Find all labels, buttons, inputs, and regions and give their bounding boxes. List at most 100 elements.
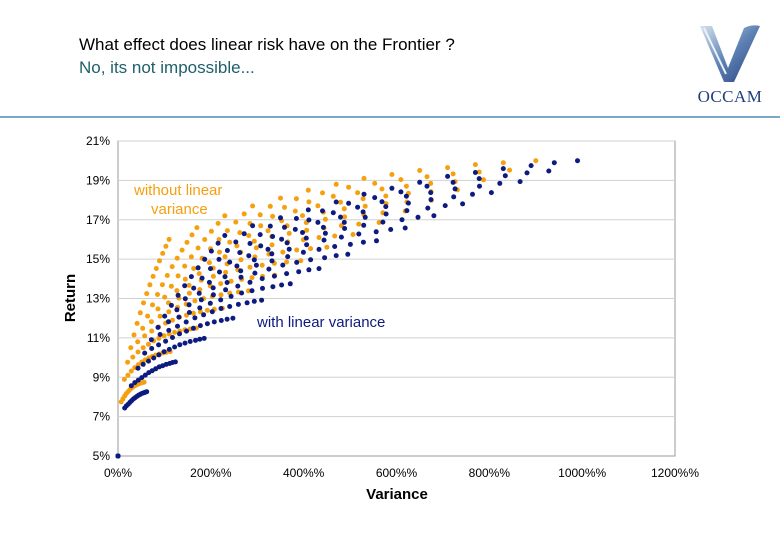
data-point xyxy=(252,270,258,276)
data-point xyxy=(303,235,309,241)
data-point xyxy=(166,236,172,242)
data-point xyxy=(170,335,175,340)
data-point xyxy=(175,273,181,279)
data-point xyxy=(442,203,448,209)
data-point xyxy=(360,239,366,245)
data-point xyxy=(424,174,430,180)
data-point xyxy=(150,302,155,308)
data-point xyxy=(372,195,378,201)
data-point xyxy=(405,200,411,206)
data-point xyxy=(223,287,229,293)
data-point xyxy=(342,214,348,220)
data-point xyxy=(300,213,305,219)
data-point xyxy=(222,233,228,238)
y-tick-label: 21% xyxy=(86,134,110,148)
annotation-without-line1: without linear xyxy=(133,182,222,199)
data-point xyxy=(194,225,200,231)
data-point xyxy=(253,245,259,251)
y-tick-label: 19% xyxy=(86,173,110,187)
data-point xyxy=(286,230,292,236)
data-point xyxy=(282,204,287,210)
data-point xyxy=(346,200,352,206)
data-point xyxy=(182,276,188,282)
data-point xyxy=(191,266,197,271)
data-point xyxy=(210,292,216,298)
data-point xyxy=(190,310,196,316)
data-point xyxy=(403,193,409,199)
data-point xyxy=(128,345,134,351)
data-point xyxy=(246,233,252,239)
x-tick-label: 800%% xyxy=(469,466,511,480)
data-point xyxy=(285,254,291,260)
data-point xyxy=(356,231,362,237)
logo-v-mark xyxy=(700,25,760,82)
data-point xyxy=(155,292,160,297)
data-point xyxy=(121,376,127,382)
data-point xyxy=(174,307,180,313)
data-point xyxy=(347,241,353,247)
data-point xyxy=(383,204,389,210)
data-point xyxy=(144,291,150,297)
data-point xyxy=(316,235,322,240)
logo-text: OCCAM xyxy=(698,87,763,106)
data-point xyxy=(218,318,224,323)
data-point xyxy=(215,240,221,246)
data-point xyxy=(241,211,247,217)
x-tick-label: 0%% xyxy=(104,466,132,480)
data-point xyxy=(259,297,265,303)
data-point xyxy=(294,247,300,253)
page-subtitle: No, its not impossible... xyxy=(79,58,255,77)
data-point xyxy=(182,296,188,302)
data-point xyxy=(204,307,210,313)
data-point xyxy=(166,327,172,333)
annotation-without-line2: variance xyxy=(151,201,208,218)
data-point xyxy=(163,243,169,249)
data-point xyxy=(142,350,148,356)
data-point xyxy=(202,256,208,262)
data-point xyxy=(249,275,255,281)
data-point xyxy=(198,297,204,303)
data-point xyxy=(445,165,451,171)
data-point xyxy=(148,337,154,343)
data-point xyxy=(517,179,523,185)
data-point xyxy=(259,276,265,282)
data-point xyxy=(166,346,172,352)
data-point xyxy=(298,258,304,264)
data-point xyxy=(135,339,141,345)
data-point xyxy=(238,257,244,263)
data-point xyxy=(308,257,314,263)
data-point xyxy=(175,292,181,298)
data-point xyxy=(239,290,245,296)
data-point xyxy=(151,355,157,361)
x-tick-label: 1000%% xyxy=(558,466,606,480)
data-point xyxy=(270,213,276,219)
data-point xyxy=(208,266,213,272)
data-point xyxy=(140,361,146,367)
data-point xyxy=(292,208,298,214)
data-point xyxy=(428,190,434,196)
data-point xyxy=(162,294,168,300)
data-point xyxy=(189,232,195,238)
data-point xyxy=(250,223,256,229)
data-point xyxy=(460,201,466,207)
data-point xyxy=(172,344,178,350)
data-point xyxy=(227,239,233,245)
data-point xyxy=(500,160,506,166)
data-point xyxy=(172,329,178,335)
data-point xyxy=(230,315,236,321)
data-point xyxy=(115,453,121,459)
data-point xyxy=(306,217,312,223)
occam-logo: OCCAM xyxy=(690,22,770,106)
data-point xyxy=(186,290,192,296)
data-point xyxy=(186,310,192,315)
data-point xyxy=(376,220,382,225)
data-point xyxy=(476,176,482,182)
data-point xyxy=(199,275,205,281)
data-point xyxy=(315,219,321,225)
y-tick-labels: 5% 7% 9% 11% 13% 15% 17% 19% 21% xyxy=(86,134,110,463)
data-point xyxy=(472,170,478,175)
data-point xyxy=(306,199,312,205)
data-point xyxy=(338,223,344,229)
x-tick-label: 1200%% xyxy=(651,466,699,480)
data-point xyxy=(201,312,207,318)
